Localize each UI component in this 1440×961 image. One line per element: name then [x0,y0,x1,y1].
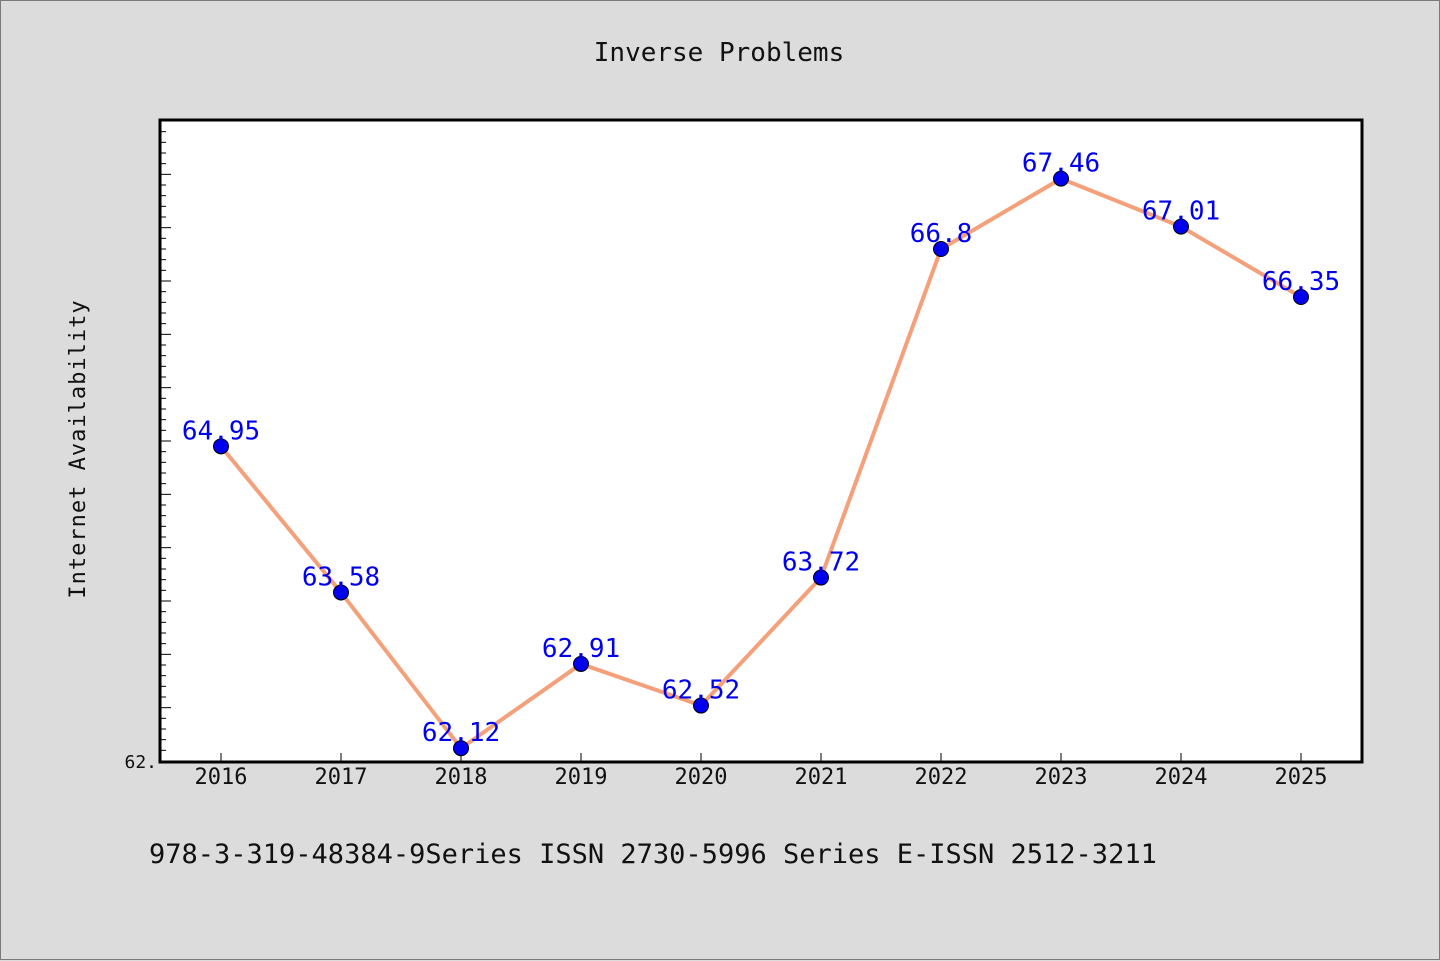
data-point-marker [693,697,709,714]
data-point-marker [1293,289,1309,305]
data-value-label: 66.8 [910,219,973,249]
series-line [219,176,1303,751]
data-value-label: 62.52 [662,676,740,706]
data-value-label: 63.72 [782,548,860,578]
footer-isbn-text: 978-3-319-48384-9Series ISSN 2730-5996 S… [149,839,1157,870]
data-value-label: 67.01 [1142,197,1220,227]
data-value-label: 62.12 [422,718,500,748]
x-tick-label: 2020 [675,765,728,790]
x-tick-label: 2016 [195,765,248,790]
data-point-marker [213,438,229,455]
x-tick-label: 2022 [915,765,968,790]
x-tick-label: 2023 [1035,765,1088,790]
data-point-marker [813,569,829,586]
data-labels: 64.95 63.58 62.12 62.91 62.52 63.72 66.8 67.46 6… [182,149,1340,749]
data-point-marker [573,655,589,672]
data-point-marker [333,584,349,601]
data-value-label: 64.95 [182,416,260,446]
data-value-label: 63.58 [302,562,380,592]
data-point-marker [1053,170,1069,187]
x-axis-ticks: 2016 2017 2018 2019 2020 2021 2022 2023 2024 2025 [195,753,1328,790]
x-tick-label: 2018 [435,765,488,790]
x-tick-label: 2017 [315,765,368,790]
plot-area [158,118,1364,764]
x-tick-label: 2021 [795,765,848,790]
x-tick-label: 2024 [1155,765,1208,790]
y-axis-label: Internet Availability [66,299,91,598]
data-point-marker [1173,218,1189,235]
x-tick-label: 2025 [1275,765,1328,790]
x-tick-label: 2019 [555,765,608,790]
data-value-label: 67.46 [1022,149,1100,179]
data-point-marker [933,241,949,257]
y-tick-label: 62. [124,752,157,773]
chart-title: Inverse Problems [594,38,844,68]
y-axis-ticks [161,120,171,762]
data-value-label: 66.35 [1262,267,1340,297]
data-markers [213,170,1309,757]
data-value-label: 62.91 [542,634,620,664]
data-point-marker [453,740,469,757]
